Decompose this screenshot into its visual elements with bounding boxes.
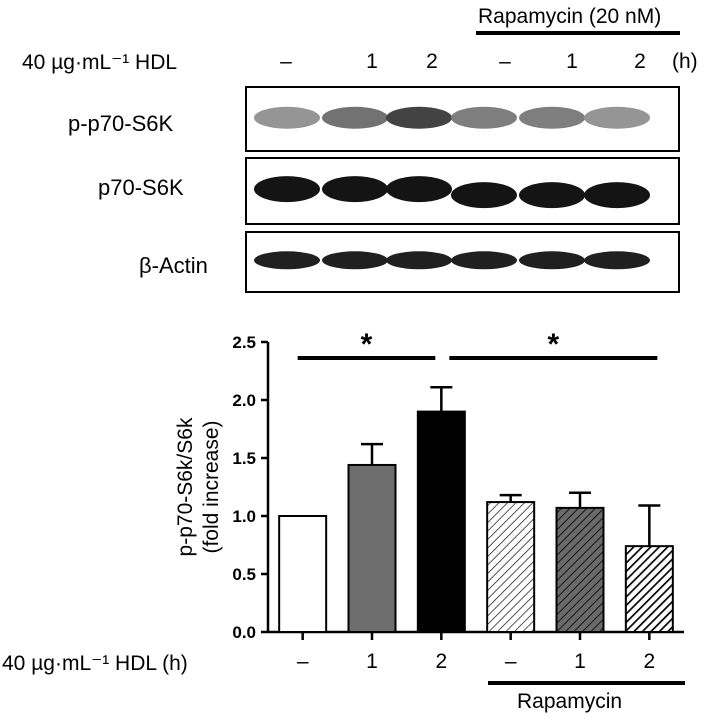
- blot-lane-1: –: [280, 50, 292, 73]
- significance-label: *: [361, 328, 373, 361]
- blot-band: [451, 251, 517, 270]
- y-tick-label: 2.0: [232, 391, 256, 410]
- y-tick-label: 1.0: [232, 507, 256, 526]
- blot-unit-label: (h): [672, 50, 698, 73]
- significance-label: *: [547, 328, 559, 361]
- blot-band: [519, 106, 585, 129]
- x-tick-label: 1: [366, 650, 378, 673]
- x-tick-label: 1: [574, 650, 586, 673]
- y-tick-label: 2.5: [232, 333, 256, 352]
- hdl-row-label: 40 µg·mL⁻¹ HDL: [22, 51, 178, 74]
- bar: [486, 501, 536, 633]
- chart-xlabel: 40 µg·mL⁻¹ HDL (h): [2, 652, 188, 675]
- panel-label-p-p70-s6k: p-p70-S6K: [68, 111, 174, 136]
- x-tick-label: 2: [643, 650, 655, 673]
- blot-band: [322, 176, 388, 203]
- blot-panel-p70-s6k: [245, 157, 680, 225]
- rapamycin-header: Rapamycin (20 nM): [478, 5, 662, 28]
- blot-band: [451, 106, 517, 129]
- blot-lane-3: 2: [426, 50, 438, 73]
- blot-band: [386, 106, 452, 129]
- blot-band: [322, 106, 388, 129]
- rapamycin-group-label: Rapamycin: [517, 690, 623, 713]
- bar: [278, 515, 328, 633]
- blot-band: [519, 182, 585, 209]
- blot-panel-beta-actin-bands: [254, 251, 650, 270]
- blot-band: [584, 251, 650, 270]
- blot-band: [254, 176, 320, 203]
- blot-lane-2: 1: [366, 50, 378, 73]
- blot-panel-p-p70-s6k-bands: [254, 106, 650, 129]
- bar: [624, 545, 674, 633]
- y-tick-label: 1.5: [232, 449, 256, 468]
- rapamycin-header-bar: [476, 31, 680, 35]
- blot-band: [519, 251, 585, 270]
- panel-label-beta-actin: β-Actin: [139, 253, 208, 278]
- panel-label-p70-s6k: p70-S6K: [98, 175, 184, 200]
- y-tick-label: 0.0: [232, 623, 256, 642]
- bar: [416, 410, 466, 633]
- x-tick-label: –: [297, 650, 309, 673]
- blot-band: [386, 176, 452, 203]
- chart-ylabel: p-p70-S6k/S6k (fold increase): [174, 417, 223, 556]
- blot-band: [451, 182, 517, 209]
- x-tick-label: –: [505, 650, 517, 673]
- blot-lane-6: 2: [634, 50, 646, 73]
- blot-band: [584, 106, 650, 129]
- bar: [555, 506, 605, 634]
- blot-band: [322, 251, 388, 270]
- blot-band: [584, 182, 650, 209]
- blot-panel-p70-s6k-bands: [254, 176, 650, 209]
- x-tick-label: 2: [435, 650, 447, 673]
- blot-lane-5: 1: [566, 50, 578, 73]
- y-tick-label: 0.5: [232, 565, 256, 584]
- blot-band: [254, 106, 320, 129]
- blot-lane-4: –: [499, 50, 511, 73]
- blot-panel-beta-actin: [245, 231, 680, 293]
- blot-panel-p-p70-s6k: [245, 86, 680, 152]
- blot-band: [386, 251, 452, 270]
- blot-band: [254, 251, 320, 270]
- bar: [347, 463, 397, 633]
